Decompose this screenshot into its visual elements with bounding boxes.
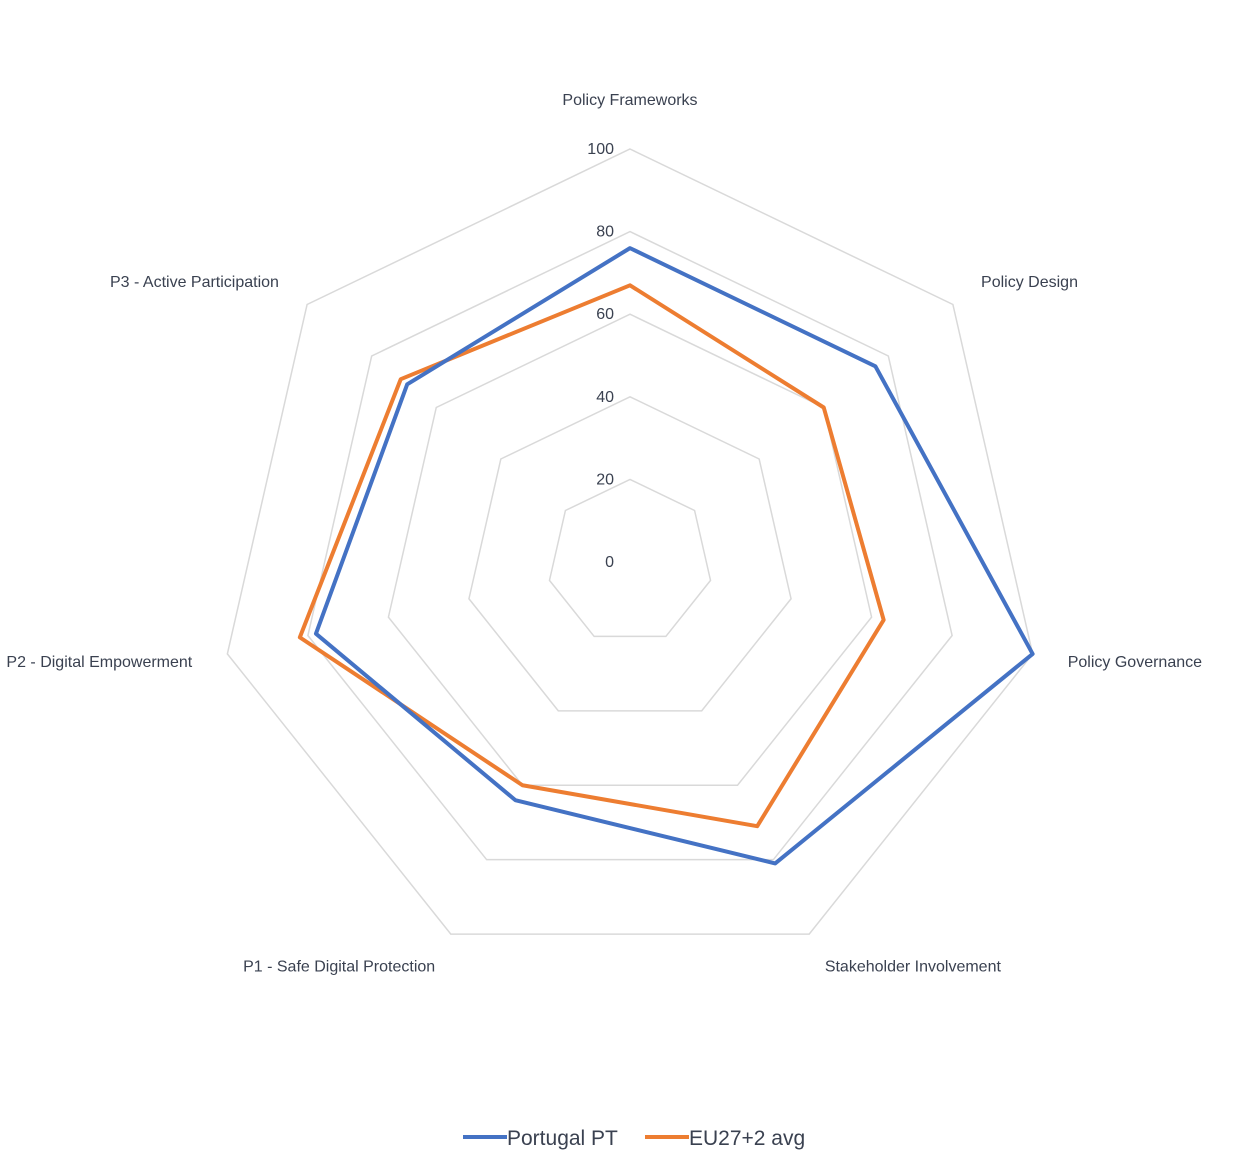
tick-labels: 0 20 40 60 80 100 — [587, 141, 614, 571]
grid-ring-80 — [307, 230, 953, 861]
category-label: Policy Frameworks — [562, 92, 697, 109]
category-label: P3 - Active Participation — [110, 274, 279, 291]
grid-ring-60 — [387, 313, 873, 787]
series-line-portugal — [313, 246, 1035, 866]
series-line-eu-avg — [297, 283, 886, 829]
tick-label-100: 100 — [587, 141, 614, 158]
grid-ring-40 — [468, 395, 792, 712]
category-label: Policy Governance — [1068, 654, 1202, 671]
series-layer — [297, 246, 1035, 866]
grid-ring-20 — [548, 478, 712, 638]
category-label: P2 - Digital Empowerment — [6, 654, 192, 671]
legend-label: Portugal PT — [507, 1127, 618, 1150]
legend-label: EU27+2 avg — [689, 1127, 805, 1150]
category-label: Policy Design — [981, 274, 1078, 291]
tick-label-0: 0 — [605, 554, 614, 571]
legend: Portugal PT EU27+2 avg — [463, 1127, 805, 1150]
tick-label-80: 80 — [596, 224, 614, 241]
tick-label-40: 40 — [596, 389, 614, 406]
category-labels: Policy Frameworks Policy Design Policy Gov… — [6, 92, 1202, 976]
category-label: Stakeholder Involvement — [825, 959, 1002, 976]
tick-label-60: 60 — [596, 306, 614, 323]
category-label: P1 - Safe Digital Protection — [243, 959, 435, 976]
grid-ring-100 — [226, 148, 1034, 935]
tick-label-20: 20 — [596, 471, 614, 488]
